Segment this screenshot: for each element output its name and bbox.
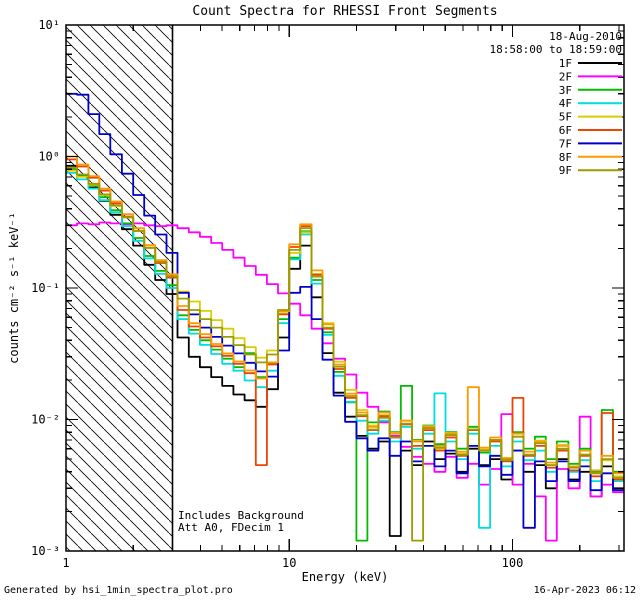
- series-7F: [66, 92, 624, 529]
- spectra-series: [66, 92, 624, 542]
- legend-label-8F: 8F: [559, 151, 572, 164]
- attenuator-note: Att A0, FDecim 1: [178, 521, 284, 534]
- series-9F: [66, 166, 624, 542]
- y-tick-label: 10⁰: [38, 150, 60, 164]
- legend-label-3F: 3F: [559, 84, 572, 97]
- y-tick-label: 10⁻¹: [31, 281, 60, 295]
- background-note: Includes Background: [178, 509, 304, 522]
- generated-by-text: Generated by hsi_1min_spectra_plot.pro: [4, 585, 233, 596]
- legend-label-5F: 5F: [559, 111, 572, 124]
- legend-label-2F: 2F: [559, 70, 572, 83]
- y-tick-label: 10⁻²: [31, 413, 60, 427]
- chart-title: Count Spectra for RHESSI Front Segments: [192, 4, 498, 19]
- observation-time-range: 18:58:00 to 18:59:00: [489, 43, 622, 56]
- axis-ticks: [65, 24, 624, 552]
- hatched-low-energy-region: [66, 25, 173, 551]
- observation-date: 18-Aug-2010: [549, 30, 622, 43]
- y-tick-label: 10¹: [38, 18, 60, 32]
- x-tick-label: 10: [282, 556, 296, 570]
- legend-label-9F: 9F: [559, 164, 572, 177]
- axis-tick-labels: 1 10 100 10⁻³ 10⁻² 10⁻¹ 10⁰ 10¹: [31, 18, 523, 570]
- legend-label-4F: 4F: [559, 97, 572, 110]
- legend-label-7F: 7F: [559, 137, 572, 150]
- y-tick-label: 10⁻³: [31, 544, 60, 558]
- x-tick-label: 100: [502, 556, 524, 570]
- x-tick-label: 1: [62, 556, 69, 570]
- legend-label-1F: 1F: [559, 57, 572, 70]
- x-axis-label: Energy (keV): [301, 570, 389, 584]
- y-axis-label: counts cm⁻² s⁻¹ keV⁻¹: [7, 212, 21, 364]
- render-timestamp: 16-Apr-2023 06:12: [533, 585, 636, 596]
- legend-label-6F: 6F: [559, 124, 572, 137]
